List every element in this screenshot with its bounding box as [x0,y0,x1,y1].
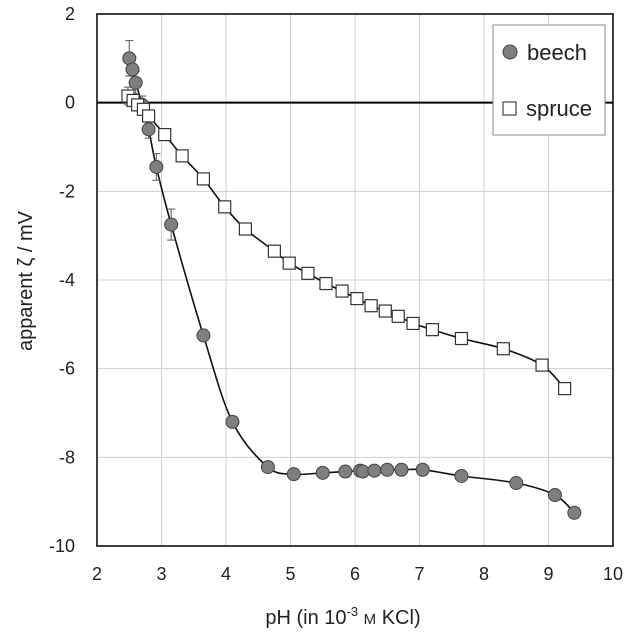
beech-point [125,62,140,77]
y-tick-label: -8 [59,447,75,467]
legend-spruce-label: spruce [526,96,592,121]
y-tick-labels: -10 -8 -6 -4 -2 0 2 [49,4,75,556]
beech-point [367,463,382,478]
spruce-point [496,342,510,356]
plot-frame [96,13,614,547]
spruce-point [558,382,572,396]
beech-point [141,122,156,137]
spruce-point [378,304,392,318]
spruce-point [425,323,439,337]
beech-point [415,462,430,477]
spruce-point [535,358,549,372]
spruce-point [196,172,211,186]
x-tick-labels: 2 3 4 5 6 7 8 9 10 [92,564,623,584]
y-tick-label: -6 [59,359,75,379]
x-axis-label: pH (in 10-3 M KCl) [265,604,420,629]
beech-point [164,217,179,232]
spruce-point [142,109,156,123]
legend-spruce-marker [502,101,517,116]
beech-point [355,464,370,479]
x-tick-label: 4 [221,564,231,584]
spruce-point [175,149,189,163]
spruce-point [267,244,281,258]
data-markers [121,51,582,520]
beech-point [128,75,143,90]
spruce-point [319,276,333,291]
beech-point [394,462,409,477]
x-tick-label: 7 [414,564,424,584]
beech-point [380,462,395,477]
beech-point [315,465,330,480]
x-tick-label: 8 [479,564,489,584]
beech-point [149,159,164,174]
beech-point [567,505,582,520]
spruce-point [454,331,469,346]
spruce-point [391,309,405,323]
spruce-point [301,266,315,280]
spruce-point [350,292,364,306]
legend-box [492,24,606,136]
beech-point [225,414,240,429]
x-tick-label: 2 [92,564,102,584]
y-tick-label: -4 [59,270,75,290]
y-tick-label: 0 [65,93,75,113]
spruce-point [406,316,420,331]
beech-point [509,476,524,491]
y-tick-label: -10 [49,536,75,556]
legend: beech spruce [492,24,606,136]
beech-point [338,464,353,479]
y-tick-label: 2 [65,4,75,24]
x-tick-label: 10 [603,564,623,584]
spruce-point [364,299,378,313]
spruce-point [158,127,172,142]
legend-beech-label: beech [527,40,587,65]
spruce-point [282,256,296,270]
beech-point [196,328,211,343]
x-tick-label: 3 [156,564,166,584]
beech-point [547,488,562,503]
spruce-point [218,200,232,214]
beech-point [454,468,469,483]
y-tick-label: -2 [59,181,75,201]
x-tick-label: 5 [285,564,295,584]
legend-beech-marker [502,44,518,60]
spruce-point [238,222,252,236]
beech-point [260,460,275,475]
y-axis-label: apparent ζ / mV [15,210,37,351]
beech-point [286,467,301,482]
spruce-point [335,284,349,298]
x-tick-label: 6 [350,564,360,584]
x-tick-label: 9 [543,564,553,584]
